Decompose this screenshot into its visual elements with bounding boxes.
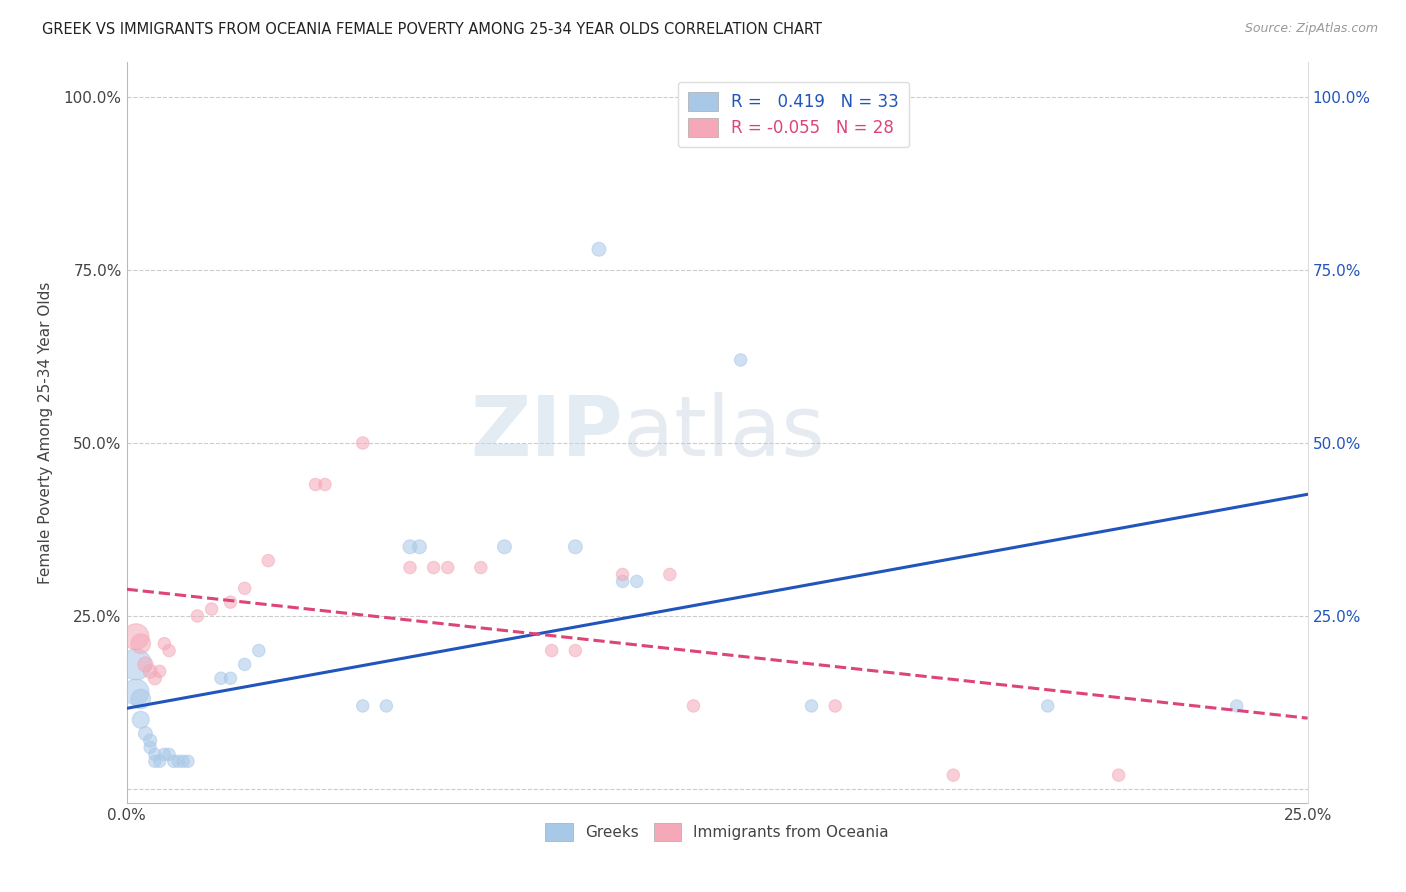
Point [1226,698,1249,713]
Point [125,657,148,672]
Point [494,540,516,554]
Point [200,602,222,616]
Text: ZIP: ZIP [470,392,623,473]
Point [540,643,562,657]
Point [219,595,242,609]
Point [800,698,823,713]
Text: Source: ZipAtlas.com: Source: ZipAtlas.com [1244,22,1378,36]
Point [134,726,156,740]
Point [658,567,681,582]
Point [134,657,156,672]
Point [626,574,648,589]
Point [129,637,152,651]
Point [186,609,208,624]
Point [143,671,166,685]
Point [143,747,166,762]
Point [139,665,162,679]
Y-axis label: Female Poverty Among 25-34 Year Olds: Female Poverty Among 25-34 Year Olds [38,282,52,583]
Point [436,560,458,574]
Point [375,698,398,713]
Point [167,754,190,768]
Point [139,733,162,747]
Point [1036,698,1059,713]
Point [408,540,430,554]
Point [612,567,634,582]
Point [824,698,846,713]
Point [177,754,200,768]
Point [233,582,256,596]
Point [304,477,326,491]
Point [399,540,422,554]
Point [157,643,180,657]
Point [157,747,180,762]
Point [352,698,374,713]
Point [163,754,186,768]
Point [682,698,704,713]
Point [129,692,152,706]
Text: atlas: atlas [623,392,824,473]
Point [942,768,965,782]
Point [352,436,374,450]
Point [209,671,232,685]
Point [129,713,152,727]
Point [564,643,586,657]
Point [219,671,242,685]
Point [139,740,162,755]
Legend: Greeks, Immigrants from Oceania: Greeks, Immigrants from Oceania [538,817,896,847]
Point [153,637,176,651]
Point [125,685,148,699]
Point [143,754,166,768]
Point [564,540,586,554]
Point [588,242,610,256]
Point [257,554,280,568]
Point [125,630,148,644]
Point [247,643,270,657]
Point [153,747,176,762]
Point [172,754,194,768]
Point [149,754,172,768]
Point [1108,768,1130,782]
Point [422,560,444,574]
Point [730,353,752,368]
Point [612,574,634,589]
Point [470,560,492,574]
Point [314,477,336,491]
Point [233,657,256,672]
Text: GREEK VS IMMIGRANTS FROM OCEANIA FEMALE POVERTY AMONG 25-34 YEAR OLDS CORRELATIO: GREEK VS IMMIGRANTS FROM OCEANIA FEMALE … [42,22,823,37]
Point [149,665,172,679]
Point [399,560,422,574]
